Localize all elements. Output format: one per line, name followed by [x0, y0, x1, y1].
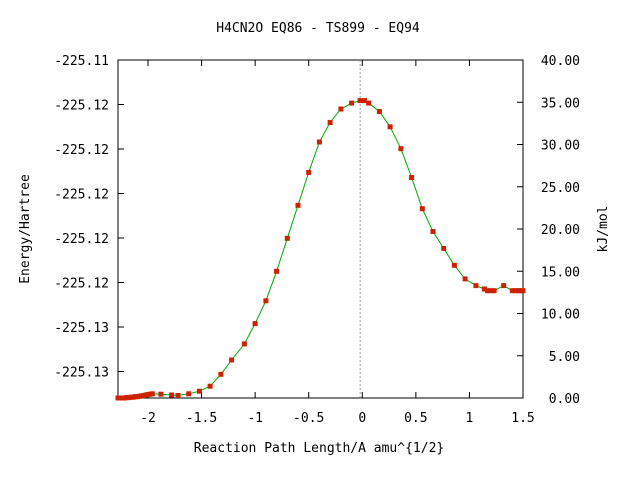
data-point: [218, 371, 224, 377]
data-point: [509, 288, 515, 294]
y2-tick-label: 15.00: [541, 265, 580, 280]
data-point: [462, 276, 468, 282]
data-point: [481, 286, 487, 292]
y2-tick-label: 5.00: [549, 350, 580, 365]
data-point: [387, 124, 393, 130]
data-point: [252, 321, 258, 327]
data-point: [207, 383, 213, 389]
data-point: [430, 229, 436, 234]
data-point: [327, 120, 333, 125]
data-point: [398, 146, 404, 152]
y2-tick-label: 25.00: [541, 181, 580, 196]
y-axis-label: Energy/Hartree: [18, 174, 33, 284]
data-point: [284, 235, 290, 241]
data-point: [488, 288, 494, 294]
data-point: [520, 288, 526, 294]
x-tick-label: 0: [358, 411, 366, 426]
data-point: [338, 106, 344, 112]
x-tick-label: -1: [247, 411, 263, 426]
data-point: [241, 341, 247, 347]
data-point: [419, 206, 425, 212]
data-point: [349, 100, 355, 106]
data-point: [361, 98, 367, 104]
y-tick-label: -225.12: [54, 277, 109, 292]
data-point: [196, 388, 202, 394]
x-tick-label: 1.5: [511, 411, 534, 426]
data-point: [366, 100, 372, 106]
data-point: [263, 298, 269, 304]
data-point: [295, 202, 301, 208]
data-point: [441, 245, 447, 251]
y2-tick-label: 0.00: [549, 392, 580, 407]
data-point: [149, 391, 155, 397]
data-point: [491, 288, 497, 294]
y-tick-label: -225.13: [54, 321, 109, 336]
data-point: [501, 283, 507, 289]
y2-tick-label: 35.00: [541, 96, 580, 111]
y-tick-label: -225.11: [54, 54, 109, 69]
y-tick-label: -225.12: [54, 99, 109, 114]
x-tick-label: -2: [140, 411, 156, 426]
data-point: [409, 175, 415, 180]
y2-tick-label: 30.00: [541, 139, 580, 154]
y2-axis-label: kJ/mol: [596, 206, 611, 253]
data-point: [274, 268, 280, 274]
chart-title: H4CN2O EQ86 - TS899 - EQ94: [216, 21, 420, 36]
x-tick-label: -1.5: [186, 411, 217, 426]
data-point: [175, 393, 181, 398]
y-tick-label: -225.12: [54, 232, 109, 247]
data-point: [473, 283, 479, 289]
y2-tick-label: 20.00: [541, 223, 580, 238]
data-point: [376, 109, 382, 114]
data-point: [158, 391, 164, 397]
data-point: [229, 357, 235, 363]
data-point: [513, 288, 518, 294]
data-point: [485, 288, 491, 294]
x-tick-label: -0.5: [293, 411, 324, 426]
data-point: [451, 262, 457, 268]
x-axis-label: Reaction Path Length/A amu^{1/2}: [194, 441, 444, 456]
x-tick-label: 0.5: [404, 411, 427, 426]
y-tick-label: -225.13: [54, 366, 109, 381]
data-point: [186, 391, 192, 397]
data-point: [306, 169, 312, 175]
y-tick-label: -225.12: [54, 188, 109, 203]
data-point: [316, 139, 322, 145]
data-point: [169, 392, 175, 398]
y2-tick-label: 10.00: [541, 308, 580, 323]
y-tick-label: -225.12: [54, 143, 109, 158]
x-tick-label: 1: [466, 411, 474, 426]
data-point: [357, 98, 363, 104]
y2-tick-label: 40.00: [541, 54, 580, 69]
